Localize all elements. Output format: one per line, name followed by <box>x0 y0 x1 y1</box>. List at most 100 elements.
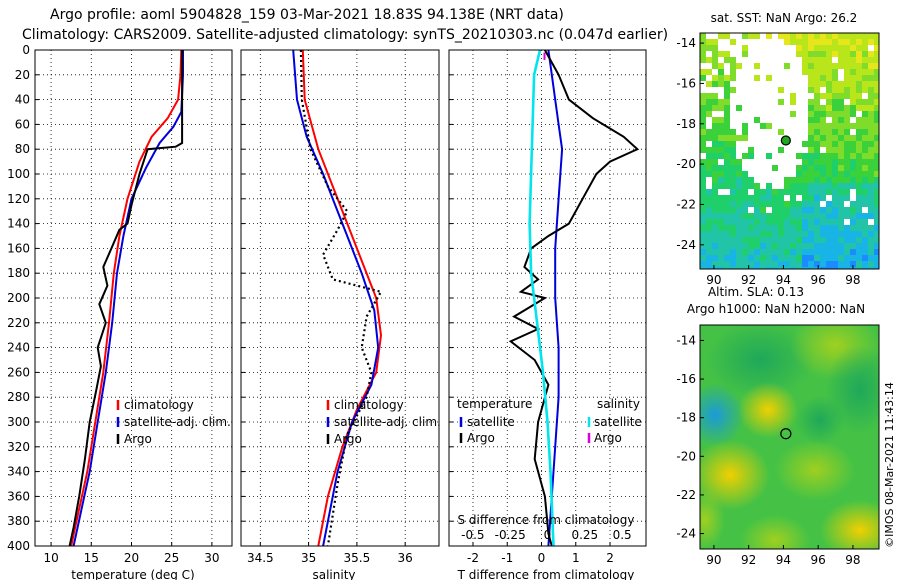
sst-cell <box>712 33 719 40</box>
sst-cell <box>772 87 779 94</box>
sst-cell <box>700 147 707 154</box>
sst-cell <box>736 99 743 106</box>
sst-cell <box>826 243 833 250</box>
sst-cell <box>874 195 879 202</box>
x-tick-label: 30 <box>204 551 219 565</box>
sst-cell <box>826 141 833 148</box>
depth-tick-label: 180 <box>7 266 30 280</box>
sst-cell <box>700 75 707 82</box>
sst-cell <box>844 261 851 268</box>
sst-cell <box>742 201 749 208</box>
sst-cell <box>862 207 869 214</box>
sst-cell <box>754 189 761 196</box>
sst-cell <box>868 225 875 232</box>
sst-cell <box>712 123 719 130</box>
sst-cell <box>862 177 869 184</box>
sst-cell <box>850 105 857 112</box>
sst-cell <box>832 117 839 124</box>
sst-cell <box>724 243 731 250</box>
sst-cell <box>874 177 879 184</box>
sst-cell <box>718 63 725 70</box>
sst-cell <box>844 111 851 118</box>
sst-cell <box>742 39 749 46</box>
sst-cell <box>796 165 803 172</box>
sst-cell <box>862 123 869 130</box>
sst-cell <box>724 141 731 148</box>
sst-cell <box>814 183 821 190</box>
sst-cell <box>772 201 779 208</box>
sst-cell <box>796 135 803 142</box>
sst-cell <box>862 237 869 244</box>
sst-cell <box>832 39 839 46</box>
sst-cell <box>748 39 755 46</box>
sst-cell <box>778 255 785 262</box>
sst-cell <box>832 135 839 142</box>
sst-cell <box>736 33 743 40</box>
sst-cell <box>772 45 779 52</box>
sst-cell <box>754 171 761 178</box>
sst-cell <box>832 195 839 202</box>
sst-cell <box>784 39 791 46</box>
sst-cell <box>706 183 713 190</box>
sst-cell <box>838 237 845 244</box>
sst-cell <box>706 147 713 154</box>
sst-cell <box>844 117 851 124</box>
sst-cell <box>850 75 857 82</box>
sst-cell <box>868 129 875 136</box>
sst-cell <box>724 219 731 226</box>
sst-cell <box>748 213 755 220</box>
sst-cell <box>856 213 863 220</box>
sst-cell <box>802 69 809 76</box>
sst-cell <box>802 159 809 166</box>
sst-cell <box>844 159 851 166</box>
sst-cell <box>814 69 821 76</box>
sst-cell <box>718 141 725 148</box>
sst-cell <box>706 153 713 160</box>
sst-cell <box>772 117 779 124</box>
sst-cell <box>850 99 857 106</box>
sst-cell <box>808 63 815 70</box>
sst-cell <box>868 267 875 269</box>
sst-cell <box>754 237 761 244</box>
sst-cell <box>736 171 743 178</box>
sst-cell <box>856 63 863 70</box>
sst-cell <box>784 123 791 130</box>
sst-cell <box>730 231 737 238</box>
series-temperature-satellite <box>547 50 564 546</box>
sst-cell <box>820 123 827 130</box>
sst-cell <box>730 219 737 226</box>
sst-cell <box>748 111 755 118</box>
x-tick-label: 34.5 <box>247 551 274 565</box>
sst-cell <box>712 117 719 124</box>
sst-cell <box>832 147 839 154</box>
s-tick-label: -0.5 <box>461 528 484 542</box>
sst-cell <box>874 75 879 82</box>
sst-cell <box>826 87 833 94</box>
sst-cell <box>778 141 785 148</box>
sst-cell <box>718 87 725 94</box>
sst-cell <box>850 93 857 100</box>
sst-cell <box>730 165 737 172</box>
sst-cell <box>784 207 791 214</box>
sst-cell <box>790 117 797 124</box>
sst-cell <box>844 93 851 100</box>
sst-cell <box>766 111 773 118</box>
sst-cell <box>736 165 743 172</box>
sst-cell <box>760 249 767 256</box>
sst-cell <box>802 237 809 244</box>
sst-cell <box>760 261 767 268</box>
sst-cell <box>856 93 863 100</box>
sst-cell <box>772 129 779 136</box>
series-climatology <box>301 50 383 546</box>
sst-cell <box>814 81 821 88</box>
sst-cell <box>850 249 857 256</box>
sst-cell <box>700 45 707 52</box>
depth-tick-label: 20 <box>15 68 30 82</box>
sst-cell <box>838 153 845 160</box>
sst-cell <box>826 75 833 82</box>
sst-cell <box>814 237 821 244</box>
sst-cell <box>862 33 869 40</box>
sst-cell <box>754 153 761 160</box>
sst-cell <box>778 195 785 202</box>
sst-cell <box>856 123 863 130</box>
